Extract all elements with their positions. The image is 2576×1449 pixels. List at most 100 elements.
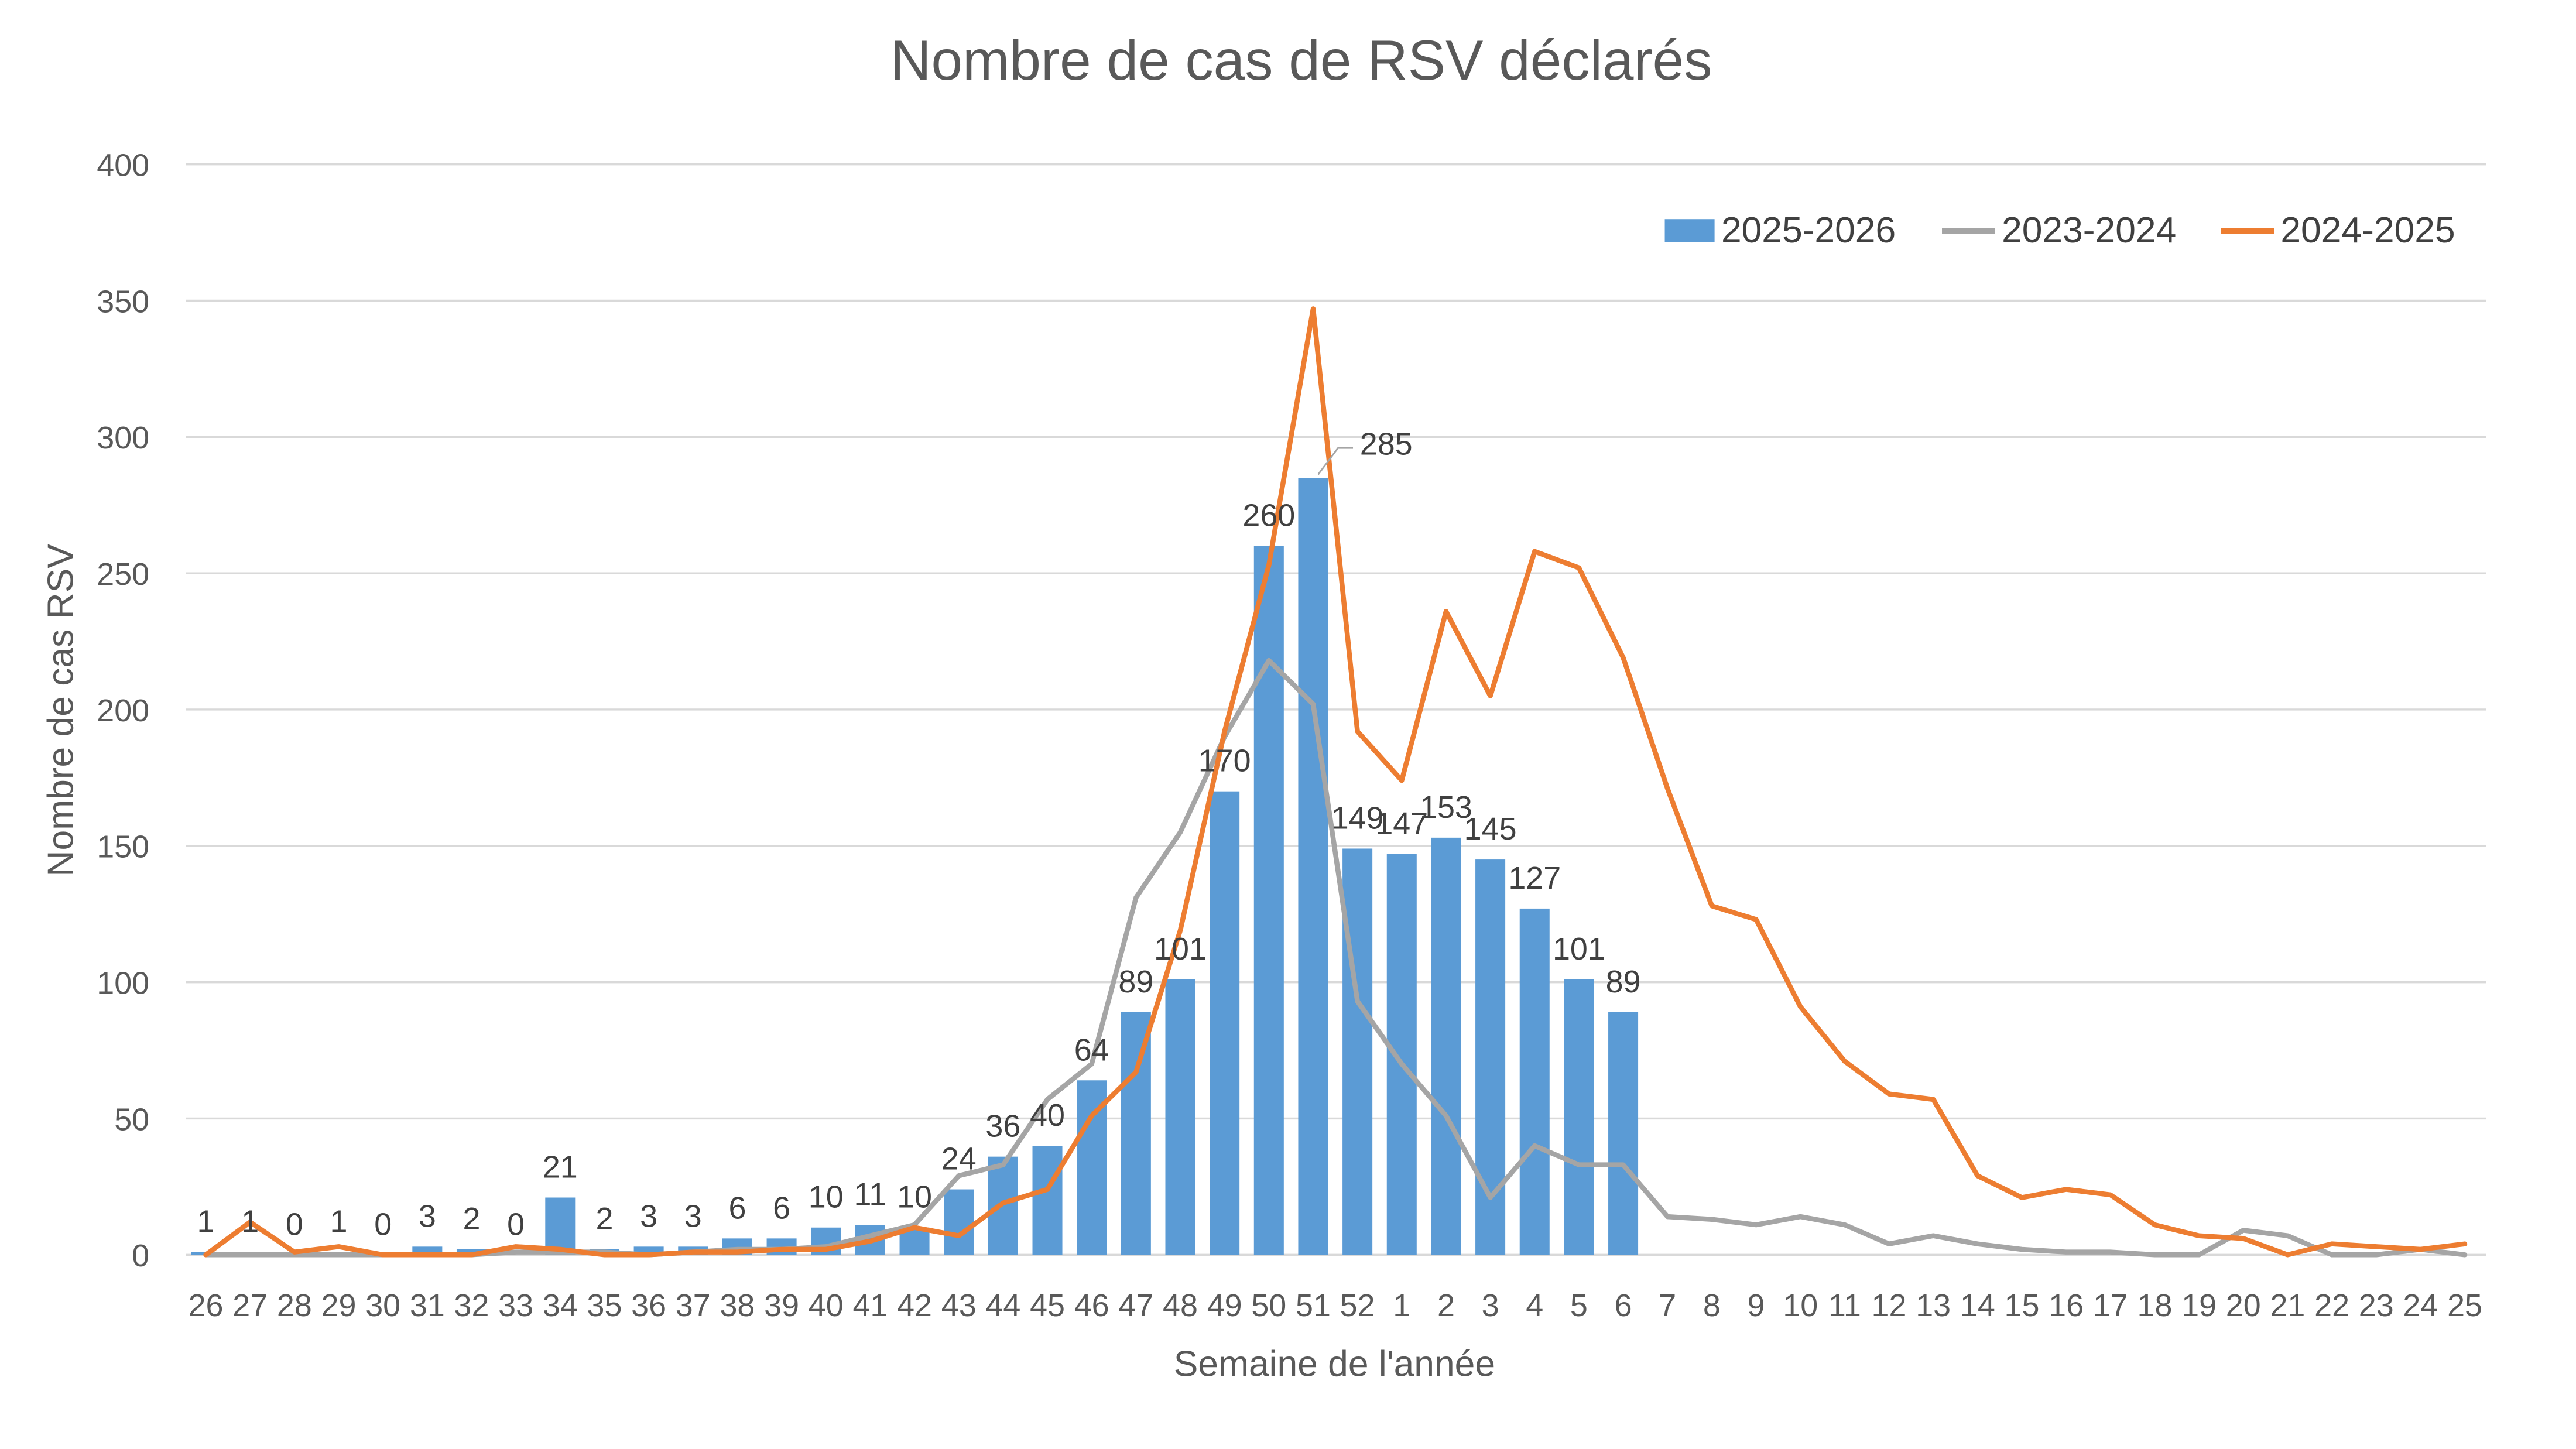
- data-label: 1: [330, 1204, 348, 1239]
- bar: [1032, 1146, 1063, 1255]
- data-label: 101: [1154, 931, 1207, 967]
- series-line-2024-2025: [203, 306, 2468, 1258]
- bar: [1253, 546, 1284, 1255]
- data-label: 0: [374, 1207, 392, 1242]
- x-tick-label: 13: [1916, 1288, 1951, 1323]
- y-tick-label: 400: [97, 148, 149, 183]
- data-label: 2: [595, 1201, 613, 1236]
- x-tick-label: 5: [1570, 1288, 1588, 1323]
- y-tick-label: 350: [97, 284, 149, 319]
- y-axis-ticks: 0 50 100 150 200 250 300 350 400: [97, 148, 149, 1274]
- bar: [1165, 979, 1195, 1255]
- data-label: 10: [809, 1180, 844, 1215]
- x-tick-label: 14: [1960, 1288, 1995, 1323]
- x-tick-label: 3: [1482, 1288, 1499, 1323]
- x-tick-label: 30: [365, 1288, 400, 1323]
- data-label: 170: [1198, 744, 1251, 779]
- x-tick-label: 16: [2049, 1288, 2084, 1323]
- x-tick-label: 7: [1659, 1288, 1676, 1323]
- x-tick-label: 42: [897, 1288, 932, 1323]
- data-label: 89: [1606, 964, 1641, 999]
- x-tick-label: 21: [2270, 1288, 2305, 1323]
- y-tick-label: 100: [97, 965, 149, 1001]
- legend-label: 2024-2025: [2280, 210, 2455, 251]
- data-label: 24: [941, 1142, 977, 1177]
- bar: [1608, 1012, 1639, 1255]
- legend-swatch-bar: [1664, 219, 1715, 242]
- data-label: 149: [1331, 800, 1384, 835]
- data-label: 3: [419, 1198, 436, 1234]
- y-tick-label: 250: [97, 557, 149, 592]
- data-label: 1: [197, 1204, 215, 1239]
- x-axis-ticks: 26 27 28 29 30 31 32 33 34 35 36 37 38 39 40 41 42 43 44 45…: [189, 1288, 2482, 1323]
- x-tick-label: 10: [1783, 1288, 1818, 1323]
- x-tick-label: 9: [1748, 1288, 1765, 1323]
- x-tick-label: 1: [1393, 1288, 1410, 1323]
- data-label: 6: [773, 1190, 790, 1225]
- x-tick-label: 20: [2226, 1288, 2261, 1323]
- x-tick-label: 12: [1872, 1288, 1907, 1323]
- data-label: 145: [1464, 811, 1517, 847]
- x-tick-label: 17: [2093, 1288, 2128, 1323]
- x-tick-label: 40: [809, 1288, 844, 1323]
- y-tick-label: 300: [97, 420, 149, 455]
- x-tick-label: 18: [2137, 1288, 2172, 1323]
- x-tick-label: 2: [1437, 1288, 1455, 1323]
- x-tick-label: 32: [454, 1288, 489, 1323]
- x-tick-label: 36: [631, 1288, 666, 1323]
- data-label: 36: [985, 1109, 1020, 1144]
- data-label: 101: [1553, 931, 1605, 967]
- bar: [1210, 791, 1240, 1255]
- x-tick-label: 52: [1340, 1288, 1375, 1323]
- data-label: 10: [897, 1180, 932, 1215]
- x-tick-label: 4: [1526, 1288, 1543, 1323]
- y-tick-label: 150: [97, 830, 149, 865]
- legend-label: 2025-2026: [1721, 210, 1896, 251]
- x-tick-label: 38: [720, 1288, 755, 1323]
- x-tick-label: 6: [1615, 1288, 1632, 1323]
- x-tick-label: 50: [1251, 1288, 1286, 1323]
- x-axis-label: Semaine de l'année: [1174, 1344, 1495, 1384]
- x-tick-label: 34: [543, 1288, 578, 1323]
- leader-line: [1317, 447, 1354, 475]
- bar: [1342, 848, 1373, 1255]
- chart-title: Nombre de cas de RSV déclarés: [890, 29, 1712, 92]
- x-tick-label: 46: [1074, 1288, 1109, 1323]
- x-tick-label: 41: [852, 1288, 888, 1323]
- bar: [1431, 837, 1461, 1255]
- legend-label: 2023-2024: [2002, 210, 2176, 251]
- x-tick-label: 23: [2359, 1288, 2394, 1323]
- x-tick-label: 51: [1296, 1288, 1331, 1323]
- data-label: 153: [1420, 790, 1472, 825]
- x-tick-label: 48: [1163, 1288, 1198, 1323]
- x-tick-label: 26: [189, 1288, 224, 1323]
- bar: [456, 1249, 487, 1255]
- x-tick-label: 33: [498, 1288, 533, 1323]
- data-label: 0: [286, 1207, 303, 1242]
- x-tick-label: 45: [1030, 1288, 1065, 1323]
- x-tick-label: 44: [985, 1288, 1020, 1323]
- data-label: 3: [684, 1198, 702, 1234]
- x-tick-label: 24: [2403, 1288, 2438, 1323]
- x-tick-label: 39: [764, 1288, 799, 1323]
- bar: [1519, 908, 1550, 1255]
- data-label: 89: [1118, 964, 1153, 999]
- data-label: 64: [1074, 1032, 1109, 1067]
- data-label: 285: [1360, 426, 1413, 461]
- x-tick-label: 47: [1118, 1288, 1153, 1323]
- data-label: 2: [463, 1201, 481, 1236]
- bar: [545, 1197, 576, 1255]
- y-tick-label: 200: [97, 693, 149, 728]
- data-label: 260: [1242, 498, 1295, 533]
- x-tick-label: 29: [321, 1288, 357, 1323]
- data-label: 21: [543, 1149, 578, 1184]
- legend: 2025-2026 2023-2024 2024-2025: [1664, 210, 2455, 251]
- x-tick-label: 49: [1207, 1288, 1242, 1323]
- data-label: 0: [507, 1207, 525, 1242]
- line-series: [203, 306, 2468, 1258]
- x-tick-label: 25: [2447, 1288, 2482, 1323]
- data-label: 1: [241, 1204, 259, 1239]
- bar-series: [191, 478, 1639, 1255]
- bar: [1564, 979, 1594, 1255]
